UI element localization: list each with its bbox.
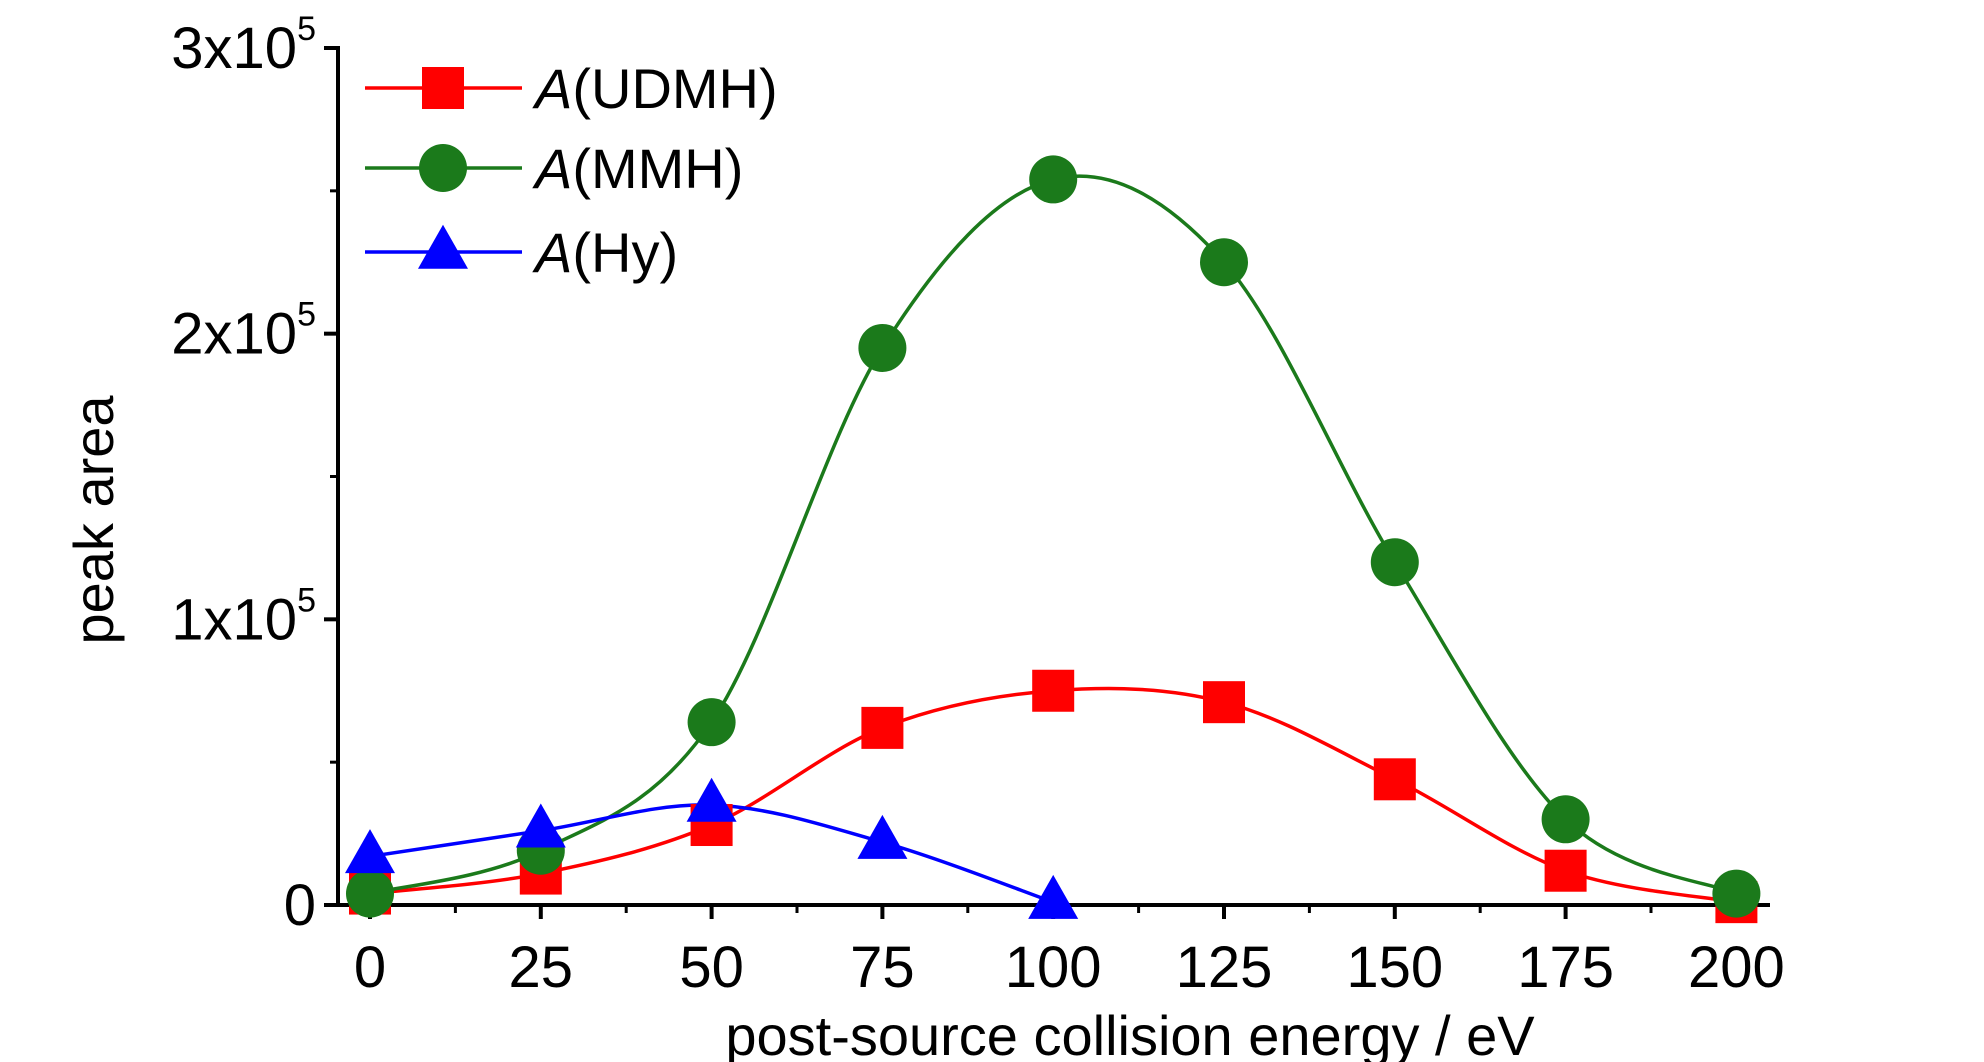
- series-line-udmh: [369, 686, 1737, 904]
- series-markers: [345, 155, 1761, 924]
- data-point-mmh: [1029, 155, 1078, 204]
- data-point-udmh: [1032, 669, 1075, 712]
- x-tick-label: 100: [1005, 935, 1102, 1000]
- x-tick-label: 0: [354, 935, 386, 1000]
- legend-label-mmh: A(MMH): [532, 137, 743, 200]
- y-axis-title: peak area: [62, 395, 125, 645]
- data-point-hy: [515, 803, 566, 848]
- data-point-udmh: [1203, 681, 1245, 724]
- data-point-mmh: [858, 323, 907, 372]
- data-point-hy: [345, 829, 395, 874]
- legend: A(UDMH) A(MMH) A(Hy): [365, 57, 778, 284]
- data-point-udmh: [861, 706, 904, 749]
- x-tick-label: 125: [1176, 935, 1273, 1000]
- data-point-hy: [1028, 874, 1079, 919]
- data-point-hy: [857, 814, 908, 859]
- data-point-mmh: [687, 698, 736, 747]
- axes: 0 25 50 75 100 125 150 175 200 0 1x105 2x105 3x105: [171, 10, 1784, 1000]
- y-tick-label: 1x105: [171, 581, 316, 652]
- data-point-mmh: [1370, 538, 1419, 587]
- data-point-mmh: [1541, 795, 1590, 844]
- data-point-mmh: [346, 869, 394, 918]
- data-point-udmh: [1544, 849, 1587, 892]
- x-tick-label: 175: [1517, 935, 1614, 1000]
- legend-marker-mmh: [419, 144, 467, 192]
- y-tick-label: 2x105: [171, 296, 316, 367]
- data-point-hy: [686, 777, 737, 822]
- y-tick-label: 0: [284, 873, 316, 938]
- series-curves: [369, 174, 1738, 904]
- x-tick-label: 150: [1346, 935, 1443, 1000]
- x-tick-label: 50: [679, 935, 744, 1000]
- data-point-mmh: [1712, 869, 1761, 918]
- x-tick-label: 25: [509, 935, 574, 1000]
- y-tick-label: 3x105: [171, 10, 316, 81]
- legend-label-udmh: A(UDMH): [532, 57, 778, 120]
- legend-label-hy: A(Hy): [532, 221, 678, 284]
- data-point-mmh: [1200, 238, 1248, 287]
- x-axis-title: post-source collision energy / eV: [725, 1004, 1535, 1062]
- legend-marker-hy: [418, 224, 468, 269]
- x-tick-label: 200: [1688, 935, 1785, 1000]
- legend-marker-udmh: [422, 67, 464, 109]
- data-point-udmh: [1373, 758, 1416, 801]
- x-tick-label: 75: [850, 935, 915, 1000]
